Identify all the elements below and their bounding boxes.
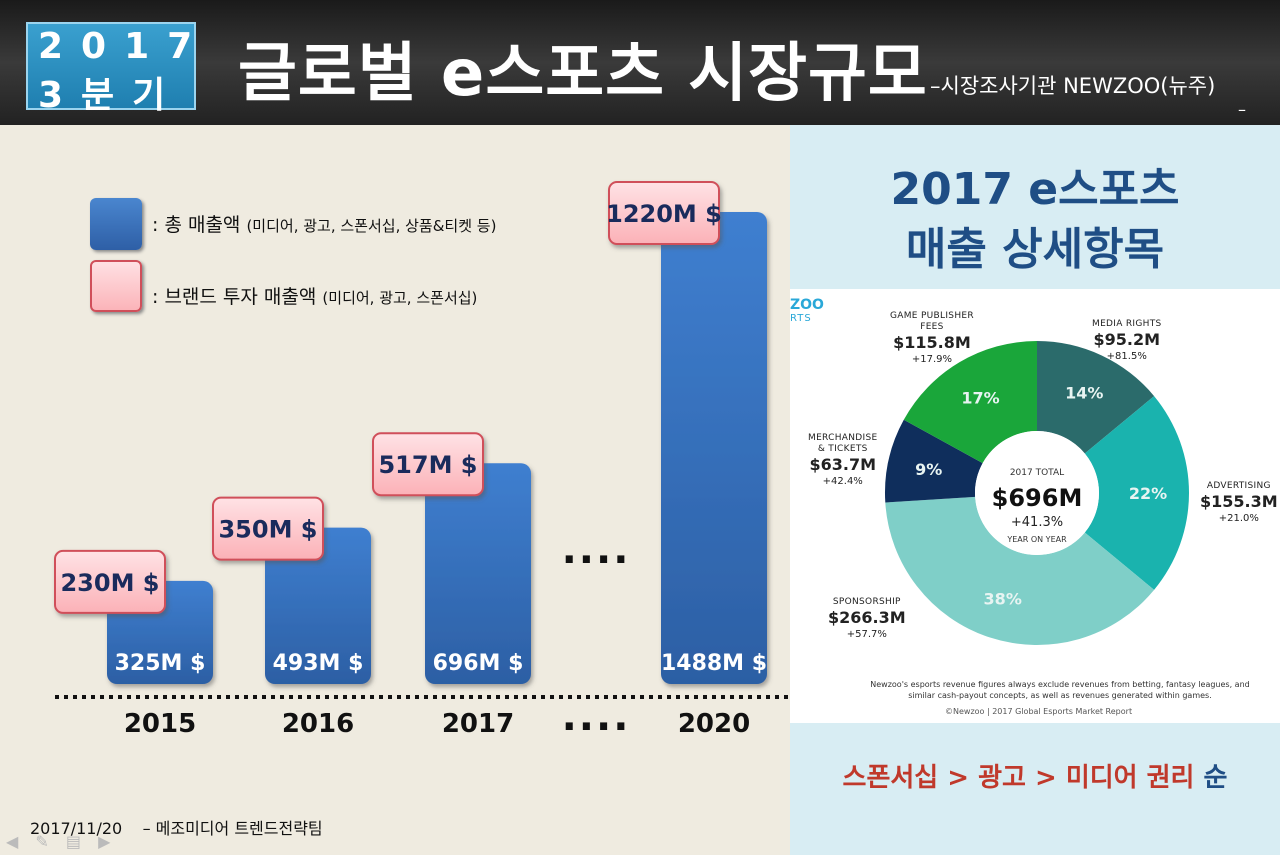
gap-marker-0: .... [562,527,631,573]
newzoo-infographic: ZOO RTS 14% 22% 38% 9% 17% 2017 TOTAL $696M … [790,289,1280,723]
callout-brand-2015 [54,549,166,614]
quarter-badge: 2017 3분기 [26,22,196,116]
label-mt-growth: +42.4% [822,476,863,487]
pie-title-line2: 매출 상세항목 [905,224,1165,275]
label-ad-amount: $155.3M [1200,492,1278,511]
label-advertising: ADVERTISING $155.3M +21.0% [1200,481,1278,525]
pie-panel: 2017 e스포츠 매출 상세항목 ZOO RTS 14% 22% 38% 9% 17%… [790,125,1280,855]
callout-brand-label-2016: 350M $ [218,516,317,544]
disclaimer: Newzoo's esports revenue figures always … [870,680,1250,700]
label-mt-name2: & TICKETS [817,444,868,454]
label-ad-name: ADVERTISING [1206,481,1271,491]
donut-hole [975,431,1099,555]
center-line1: 2017 TOTAL [1010,468,1064,478]
label-media-rights: MEDIA RIGHTS $95.2M +81.5% [1092,319,1162,363]
footer-date: 2017/11/20 [30,819,123,838]
center-growth: +41.3% [1011,515,1063,530]
slide-nav-icons[interactable]: ◀ ✎ ▤ ▶ [6,832,117,851]
label-sp-growth: +57.7% [846,629,887,640]
callout-brand-label-2015: 230M $ [60,569,159,597]
bar-total-label-2015: 325M $ [115,651,206,676]
legend-total-detail: (미디어, 광고, 스폰서십, 상품&티켓 등) [246,217,497,235]
bar-chart-svg: 325M $ 230M $ 2015 493M $ 350M $ 2016 696M $ 51… [54,181,790,740]
callout-brand-2017 [372,432,484,497]
bar-total-2017 [425,463,531,684]
x-tick-2017: 2017 [442,709,514,739]
label-gp-name2: FEES [920,322,944,332]
callout-brand-2020 [608,181,720,245]
bar-total-label-2020: 1488M $ [661,651,767,676]
legend-total-label: : 총 매출액 [152,214,241,236]
header-bar: 2017 3분기 글로벌 e스포츠 시장규모 –시장조사기관 NEWZOO(뉴주… [0,0,1280,125]
callout-brand-label-2020: 1220M $ [606,200,722,228]
bar-total-2020 [661,212,767,684]
newzoo-logo: ZOO [790,297,824,313]
label-mr-name: MEDIA RIGHTS [1092,319,1162,329]
slice-pct-media-rights: 14% [1065,384,1103,403]
x-tick-2015: 2015 [124,709,196,739]
label-mt-amount: $63.7M [809,455,876,474]
page-title: 글로벌 e스포츠 시장규모 [238,37,928,111]
footer: 2017/11/20 – 메조미디어 트렌드전략팀 [30,815,323,839]
x-tick-2016: 2016 [282,709,354,739]
slice-sponsorship [885,496,1155,645]
ranking-text: 스폰서십 > 광고 > 미디어 권리 [842,763,1195,793]
bar-total-label-2017: 696M $ [433,651,524,676]
bar-total-label-2016: 493M $ [273,651,364,676]
donut-chart: 14% 22% 38% 9% 17% 2017 TOTAL $696M +41.3% Y… [885,341,1189,645]
label-gp-growth: +17.9% [911,354,953,365]
label-sp-name: SPONSORSHIP [832,597,901,607]
gap-marker-1: .... [562,694,631,740]
legend-brand-detail: (미디어, 광고, 스폰서십) [322,289,478,307]
legend-brand-label: : 브랜드 투자 매출액 [152,286,317,308]
callout-brand-2016 [212,496,324,561]
legend-brand: : 브랜드 투자 매출액 (미디어, 광고, 스폰서십) [152,282,477,309]
callout-brand-label-2017: 517M $ [378,451,477,479]
slice-game-publisher-fees [903,341,1037,464]
slice-merchandise-tickets [885,419,983,503]
slice-advertising [1084,396,1189,590]
label-mr-growth: +81.5% [1106,351,1147,362]
x-tick-2020: 2020 [678,709,750,739]
badge-year: 2017 [38,26,211,67]
label-gp-amount: $115.8M [893,333,971,352]
slice-pct-merchandise-tickets: 9% [915,460,942,479]
legend-swatch-brand [90,260,142,312]
label-sp-amount: $266.3M [828,608,906,627]
center-yoy: YEAR ON YEAR [1006,535,1067,544]
bar-total-2016 [265,527,371,684]
ranking-summary: 스폰서십 > 광고 > 미디어 권리 순 [790,757,1280,794]
slice-pct-game-publisher-fees: 17% [961,388,999,407]
label-merchandise: MERCHANDISE & TICKETS $63.7M +42.4% [808,433,877,488]
legend-total: : 총 매출액 (미디어, 광고, 스폰서십, 상품&티켓 등) [152,210,496,237]
footer-team: – 메조미디어 트렌드전략팀 [142,819,323,838]
source-label: –시장조사기관 NEWZOO(뉴주) [930,74,1216,98]
label-mt-name1: MERCHANDISE [808,433,878,443]
label-ad-growth: +21.0% [1218,513,1259,524]
ranking-suffix: 순 [1203,763,1228,793]
newzoo-logo-sub: RTS [790,313,812,324]
center-total: $696M [992,484,1083,512]
label-mr-amount: $95.2M [1093,330,1161,349]
label-gp-name1: GAME PUBLISHER [890,311,974,321]
pie-title-line1: 2017 e스포츠 [890,164,1180,215]
slice-pct-sponsorship: 38% [984,590,1022,609]
slice-media-rights [1037,341,1155,454]
slice-pct-advertising: 22% [1129,484,1167,503]
legend-swatch-total [90,198,142,250]
label-sponsorship: SPONSORSHIP $266.3M +57.7% [828,597,906,641]
badge-quarter: 3분기 [38,75,184,116]
source-dash: – [1238,100,1246,119]
label-game-publisher: GAME PUBLISHER FEES $115.8M +17.9% [890,311,974,366]
copyright: ©Newzoo | 2017 Global Esports Market Rep… [945,707,1133,716]
